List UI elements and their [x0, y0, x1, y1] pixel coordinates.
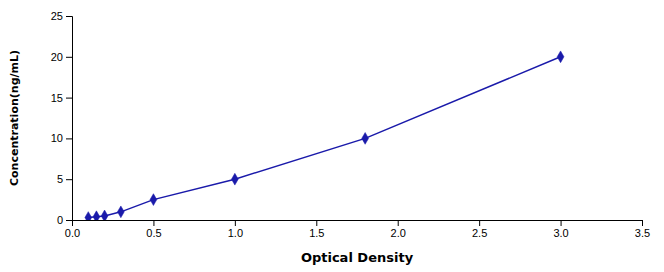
x-axis-line: [73, 221, 643, 227]
y-axis: 0 5 10 15 20 25: [51, 10, 73, 226]
y-axis-tick-mark: [66, 16, 72, 17]
x-axis-tick-label: 2.5: [472, 227, 487, 239]
y-axis-line: [66, 17, 73, 221]
x-axis-title: Optical Density: [301, 250, 414, 265]
x-axis-tick-mark: [561, 220, 562, 226]
y-axis-tick-label: 15: [51, 92, 63, 104]
y-axis-tick-label: 5: [57, 173, 63, 185]
plot: 0.0 0.5 1.0 1.5 2.0 2.5 3.0 3.5 0 5 10 15 20 25: [51, 10, 650, 239]
x-axis-tick-mark: [235, 220, 236, 226]
chart: 0.0 0.5 1.0 1.5 2.0 2.5 3.0 3.5 0 5 10 15 20 25 Optica…: [0, 0, 664, 272]
x-axis-tick-mark: [398, 220, 399, 226]
y-axis-tick: 0: [57, 214, 72, 226]
point: [93, 211, 100, 220]
x-axis-tick: 2.5: [472, 220, 487, 239]
x-axis-tick: 1.0: [228, 220, 243, 239]
y-axis-tick-label: 0: [57, 214, 63, 226]
x-axis-tick-label: 3.5: [635, 227, 650, 239]
x-axis-tick-label: 1.5: [309, 227, 324, 239]
x-axis-tick-label: 0.0: [65, 227, 80, 239]
x-axis-tick: 0.5: [146, 220, 161, 239]
x-axis-tick-mark: [316, 220, 317, 226]
x-axis-tick-mark: [479, 220, 480, 226]
y-axis-tick: 15: [51, 92, 72, 104]
point: [362, 133, 369, 145]
point: [557, 51, 564, 63]
x-axis: 0.0 0.5 1.0 1.5 2.0 2.5 3.0 3.5: [65, 220, 650, 239]
x-axis-tick-label: 2.0: [391, 227, 406, 239]
y-axis-tick: 5: [57, 173, 72, 185]
x-axis-tick: 3.5: [635, 220, 650, 239]
point: [231, 173, 238, 185]
line: [88, 57, 560, 218]
point: [101, 210, 108, 220]
x-axis-tick-mark: [642, 220, 643, 226]
y-axis-title: Concentration(ng/mL): [8, 50, 21, 186]
x-axis-tick-mark: [153, 220, 154, 226]
y-axis-tick: 25: [51, 10, 72, 22]
y-axis-tick-label: 25: [51, 10, 63, 22]
y-axis-tick: 10: [51, 132, 72, 144]
y-axis-tick-mark: [66, 138, 72, 139]
data-marks: [85, 51, 564, 220]
x-axis-tick: 0.0: [65, 220, 80, 239]
y-axis-tick-label: 20: [51, 51, 63, 63]
x-axis-tick: 3.0: [553, 220, 568, 239]
point: [117, 206, 124, 218]
point: [150, 194, 157, 206]
y-axis-tick-mark: [66, 57, 72, 58]
point: [85, 212, 92, 220]
x-axis-tick: 1.5: [309, 220, 324, 239]
x-axis-tick: 2.0: [391, 220, 406, 239]
x-axis-tick-label: 1.0: [228, 227, 243, 239]
y-axis-tick-mark: [66, 98, 72, 99]
y-axis-tick-mark: [66, 179, 72, 180]
x-axis-tick-label: 3.0: [553, 227, 568, 239]
y-axis-tick-mark: [66, 220, 72, 221]
y-axis-tick: 20: [51, 51, 72, 63]
y-axis-tick-label: 10: [51, 132, 63, 144]
x-axis-tick-label: 0.5: [146, 227, 161, 239]
chart-container: 0.0 0.5 1.0 1.5 2.0 2.5 3.0 3.5 0 5 10 15 20 25 Optica…: [0, 0, 664, 272]
